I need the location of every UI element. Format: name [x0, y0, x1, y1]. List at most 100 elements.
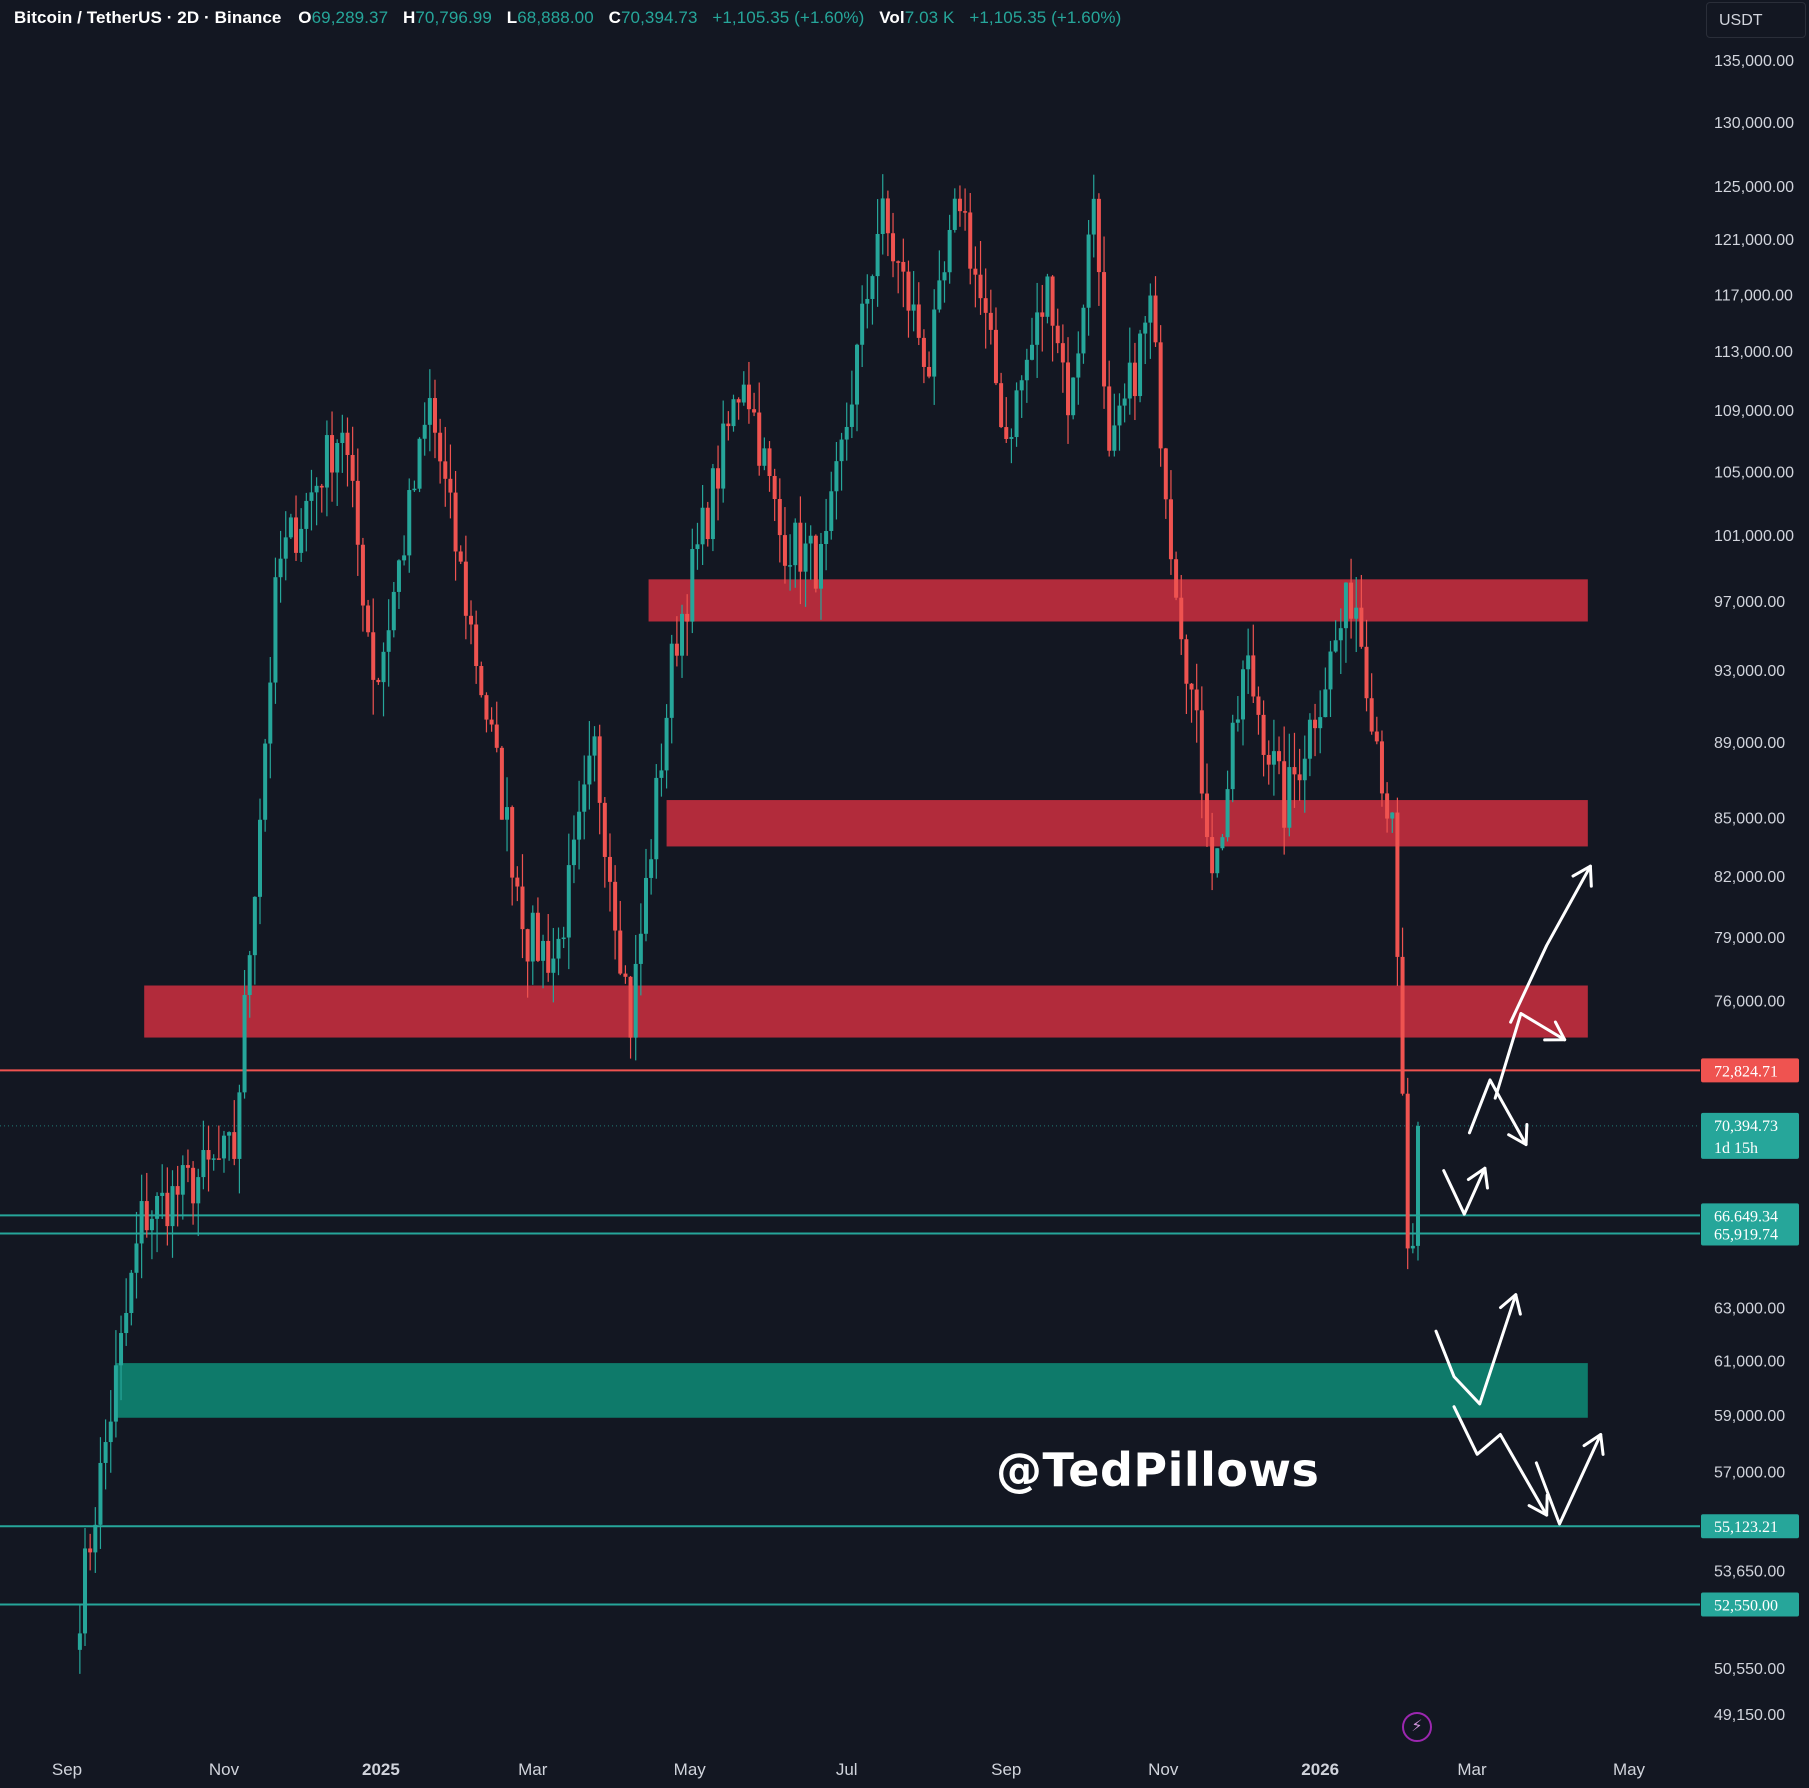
candle: [988, 289, 993, 345]
candle: [607, 833, 612, 912]
candle: [932, 289, 937, 405]
resistance-zone-0[interactable]: [648, 579, 1588, 622]
support-zone-3[interactable]: [115, 1363, 1588, 1418]
candle: [916, 282, 921, 346]
time-tick-label: Sep: [52, 1760, 82, 1779]
time-tick-label: Sep: [991, 1760, 1021, 1779]
candle: [505, 777, 510, 852]
candle: [345, 417, 350, 487]
candle: [149, 1210, 154, 1260]
candle: [402, 535, 407, 566]
candle: [968, 192, 973, 285]
projection-arrows-layer: [1434, 864, 1605, 1526]
high-value: 70,796.99: [415, 8, 492, 27]
candle: [1307, 713, 1312, 777]
candle: [263, 738, 268, 832]
price-label-text: 70,394.73: [1714, 1118, 1778, 1135]
candle: [1385, 782, 1390, 833]
candle: [695, 522, 700, 570]
price-tick-label: 117,000.00: [1714, 287, 1793, 304]
projection-arrowhead-2: [1543, 1020, 1567, 1042]
projection-arrow-5: [1452, 1405, 1549, 1517]
price-tick-label: 89,000.00: [1714, 735, 1785, 752]
candle: [798, 496, 803, 605]
candle: [1359, 574, 1364, 649]
candle: [221, 1130, 226, 1173]
candle: [613, 865, 618, 960]
candle: [911, 271, 916, 332]
candle: [1091, 174, 1096, 258]
candle: [788, 534, 793, 591]
price-tick-label: 57,000.00: [1714, 1464, 1785, 1481]
time-axis[interactable]: Sep Nov 2025 Mar May Jul Sep Nov 2026 Mar May: [52, 1760, 1646, 1779]
candle: [330, 411, 335, 502]
candle: [618, 900, 623, 976]
candle: [1287, 733, 1292, 837]
candle: [1230, 714, 1235, 803]
price-label-0: [1701, 1058, 1799, 1083]
candle: [1184, 634, 1189, 714]
low-value: 68,888.00: [517, 8, 594, 27]
candle: [129, 1269, 134, 1326]
zones-layer: [115, 579, 1588, 1418]
price-axis[interactable]: 135,000.00 130,000.00 125,000.00 121,000.00…: [1700, 40, 1809, 1740]
candle: [669, 634, 674, 744]
candle: [1349, 558, 1354, 639]
resistance-zone-2[interactable]: [144, 985, 1588, 1038]
candle: [664, 704, 669, 789]
symbol-name[interactable]: Bitcoin / TetherUS · 2D · Binance: [14, 8, 282, 27]
candle: [1189, 682, 1194, 723]
candle: [973, 246, 978, 308]
time-tick-label: Mar: [518, 1760, 548, 1779]
candle: [1261, 700, 1266, 777]
candle: [803, 522, 808, 607]
candle: [1241, 660, 1246, 746]
candle: [391, 581, 396, 638]
candle: [1127, 327, 1132, 415]
candle: [1009, 428, 1014, 464]
candle: [1122, 383, 1127, 423]
price-tick-label: 50,550.00: [1714, 1661, 1785, 1678]
price-tick-label: 79,000.00: [1714, 930, 1785, 947]
candle: [1179, 574, 1184, 655]
projection-arrowhead-0: [1466, 1166, 1489, 1190]
candle: [1194, 663, 1199, 743]
candle: [299, 508, 304, 562]
time-tick-label: Mar: [1457, 1760, 1487, 1779]
candle: [633, 934, 638, 1061]
candle: [592, 726, 597, 782]
candle: [782, 507, 787, 584]
candle: [1168, 470, 1173, 575]
candle: [551, 927, 556, 1003]
price-tick-label: 113,000.00: [1714, 344, 1793, 361]
candle: [1055, 308, 1060, 354]
candle: [1107, 360, 1112, 457]
candle: [793, 518, 798, 588]
price-tick-label: 93,000.00: [1714, 663, 1785, 680]
candle: [247, 950, 252, 1018]
candle: [777, 478, 782, 563]
candle: [273, 557, 278, 704]
candle: [690, 528, 695, 634]
currency-button[interactable]: USDT: [1706, 2, 1806, 38]
candle: [757, 382, 762, 476]
candle: [206, 1125, 211, 1192]
volume-change-value: +1,105.35 (+1.60%): [969, 8, 1122, 27]
resistance-zone-1[interactable]: [666, 800, 1588, 847]
candle: [396, 559, 401, 609]
projection-arrow-3: [1509, 864, 1592, 1024]
candle: [134, 1211, 139, 1299]
candle: [1148, 283, 1153, 359]
candle: [824, 498, 829, 571]
price-tick-label: 61,000.00: [1714, 1353, 1785, 1370]
symbol-header[interactable]: Bitcoin / TetherUS · 2D · Binance O69,28…: [14, 8, 1121, 28]
candle: [1014, 382, 1019, 447]
candle: [1343, 582, 1348, 663]
candle: [1405, 1077, 1410, 1270]
candle: [710, 463, 715, 552]
candle: [1292, 732, 1297, 808]
lightning-icon[interactable]: ⚡: [1402, 1712, 1432, 1742]
candle: [808, 525, 813, 580]
candle: [839, 432, 844, 491]
